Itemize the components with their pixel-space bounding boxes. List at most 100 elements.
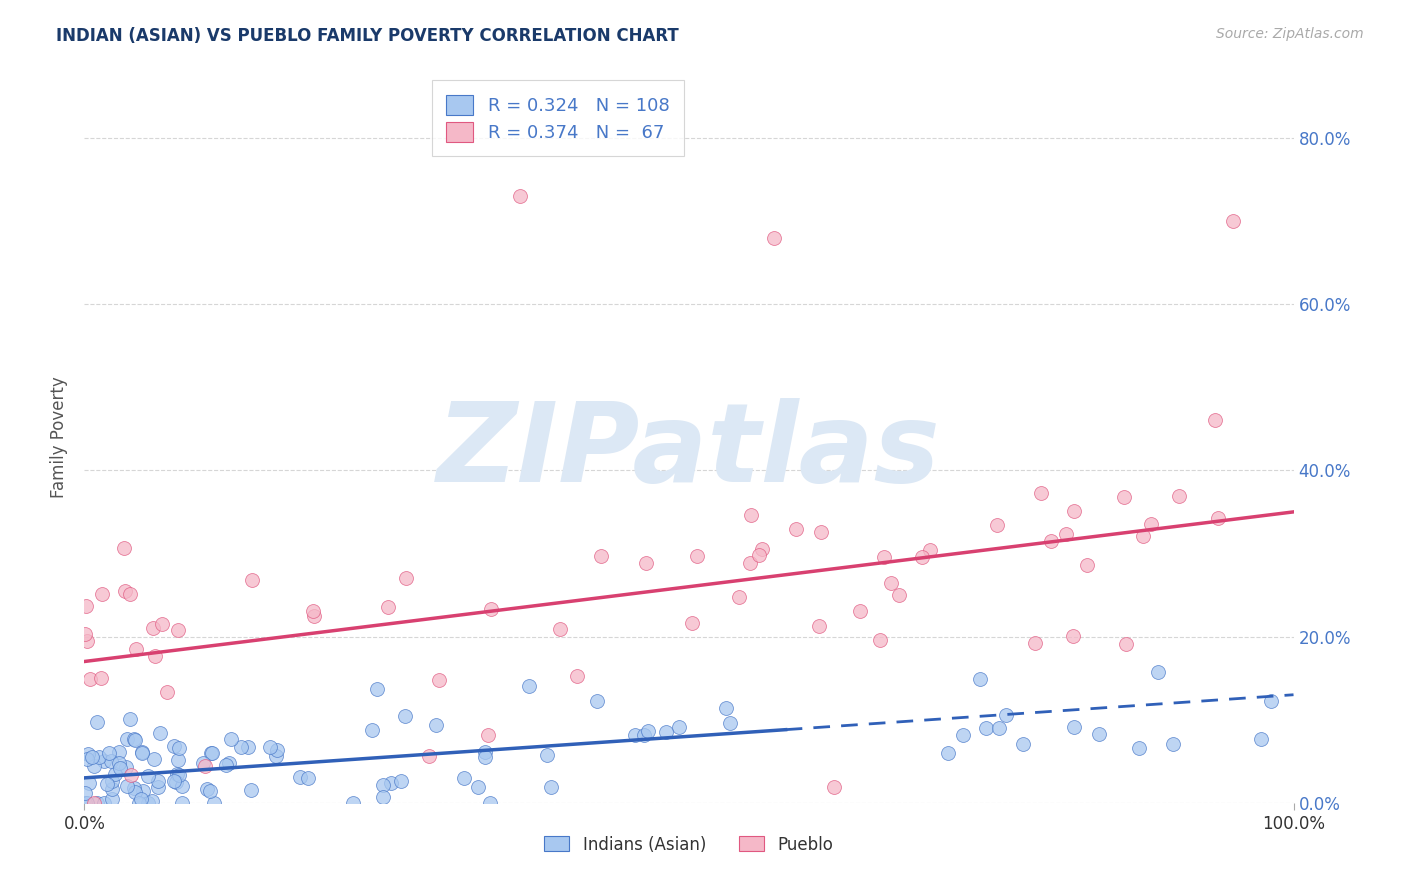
Point — [93, 754, 115, 768]
Legend: Indians (Asian), Pueblo: Indians (Asian), Pueblo — [537, 829, 841, 860]
Point — [77, 776, 100, 790]
Point — [100, 755, 122, 769]
Point — [169, 741, 191, 756]
Point — [202, 796, 225, 810]
Point — [146, 774, 169, 789]
Point — [86, 714, 108, 729]
Point — [1076, 558, 1098, 572]
Point — [467, 780, 489, 794]
Point — [76, 752, 98, 766]
Point — [377, 599, 399, 614]
Point — [101, 774, 124, 789]
Point — [474, 745, 496, 759]
Point — [240, 573, 263, 587]
Point — [823, 780, 845, 794]
Point — [143, 648, 166, 663]
Point — [115, 779, 138, 793]
Point — [129, 791, 152, 805]
Text: ZIPatlas: ZIPatlas — [437, 398, 941, 505]
Point — [1208, 510, 1230, 524]
Point — [655, 724, 678, 739]
Point — [849, 604, 872, 618]
Point — [1088, 727, 1111, 741]
Point — [221, 732, 243, 747]
Point — [112, 541, 135, 556]
Point — [131, 745, 153, 759]
Point — [540, 780, 562, 794]
Point — [75, 626, 97, 640]
Point — [156, 685, 179, 699]
Point — [1161, 738, 1184, 752]
Point — [869, 633, 891, 648]
Point — [124, 785, 146, 799]
Point — [75, 796, 97, 810]
Point — [873, 549, 896, 564]
Point — [93, 796, 115, 810]
Point — [1039, 534, 1062, 549]
Point — [751, 542, 773, 557]
Point — [132, 784, 155, 798]
Point — [194, 758, 217, 772]
Point — [195, 782, 218, 797]
Point — [115, 760, 138, 774]
Point — [172, 796, 194, 810]
Point — [1132, 528, 1154, 542]
Point — [681, 616, 703, 631]
Point — [1031, 486, 1053, 500]
Point — [911, 550, 934, 565]
Point — [1250, 732, 1272, 747]
Point — [83, 796, 105, 810]
Point — [89, 749, 111, 764]
Point — [974, 721, 997, 735]
Point — [86, 796, 108, 810]
Point — [77, 747, 100, 761]
Point — [1128, 741, 1150, 756]
Point — [108, 756, 131, 770]
Point — [474, 749, 496, 764]
Point — [478, 796, 501, 810]
Point — [936, 746, 959, 760]
Point — [142, 620, 165, 634]
Point — [259, 739, 281, 754]
Point — [166, 623, 188, 637]
Point — [366, 681, 388, 696]
Text: Source: ZipAtlas.com: Source: ZipAtlas.com — [1216, 27, 1364, 41]
Point — [668, 720, 690, 734]
Point — [637, 723, 659, 738]
Point — [394, 709, 416, 723]
Point — [91, 587, 114, 601]
Point — [509, 189, 531, 203]
Point — [215, 757, 238, 772]
Point — [536, 748, 558, 763]
Point — [172, 779, 194, 793]
Point — [297, 772, 319, 786]
Point — [1139, 516, 1161, 531]
Point — [395, 571, 418, 585]
Point — [150, 616, 173, 631]
Point — [1024, 636, 1046, 650]
Point — [1115, 637, 1137, 651]
Point — [200, 746, 222, 760]
Point — [136, 796, 159, 810]
Point — [96, 776, 118, 790]
Point — [1260, 694, 1282, 708]
Point — [686, 549, 709, 563]
Point — [1056, 526, 1078, 541]
Point — [236, 739, 259, 754]
Point — [586, 694, 609, 708]
Point — [969, 673, 991, 687]
Point — [149, 726, 172, 740]
Point — [76, 634, 98, 648]
Point — [391, 774, 413, 789]
Point — [125, 641, 148, 656]
Point — [740, 508, 762, 522]
Point — [481, 602, 503, 616]
Point — [302, 604, 325, 618]
Point — [120, 767, 142, 781]
Point — [141, 794, 163, 808]
Point — [76, 796, 98, 810]
Point — [163, 739, 186, 754]
Point — [108, 745, 131, 759]
Point — [80, 750, 103, 764]
Point — [380, 775, 402, 789]
